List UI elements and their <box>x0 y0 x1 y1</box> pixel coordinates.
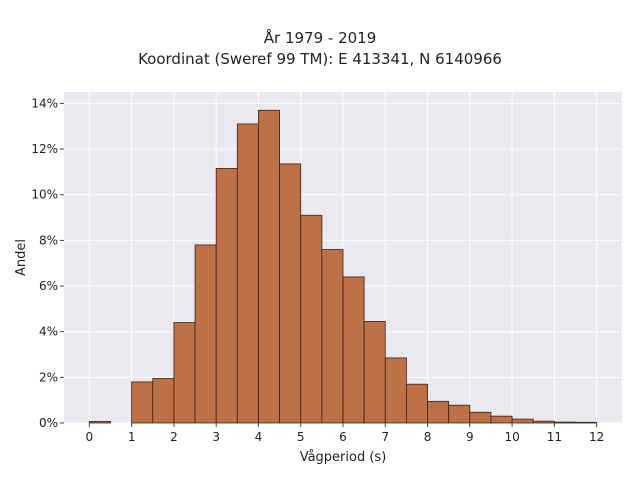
histogram-bar <box>532 420 555 424</box>
x-tick-label: 12 <box>589 430 604 444</box>
histogram-bar <box>300 214 323 424</box>
bars <box>88 109 598 424</box>
histogram-bar <box>427 400 450 424</box>
histogram-bar <box>363 321 386 424</box>
y-axis-ticks: 0% 2% 4% 6% 8% 10% 12% 14% <box>31 96 64 430</box>
x-tick-label: 2 <box>170 430 178 444</box>
y-tick-label: 0% <box>39 416 58 430</box>
chart-title-line-1: År 1979 - 2019 <box>263 29 377 47</box>
histogram-bar <box>490 415 513 424</box>
y-tick-label: 4% <box>39 325 58 339</box>
y-tick-label: 6% <box>39 279 58 293</box>
y-tick-label: 12% <box>31 142 58 156</box>
histogram-bar <box>553 421 576 424</box>
histogram-bar <box>406 383 428 424</box>
x-tick-label: 11 <box>547 430 562 444</box>
y-tick-label: 14% <box>31 96 58 110</box>
y-axis-label: Andel <box>14 239 29 276</box>
y-tick-label: 2% <box>39 370 58 384</box>
x-tick-label: 9 <box>466 430 474 444</box>
y-tick-label: 8% <box>39 233 58 247</box>
histogram-bar <box>469 411 492 424</box>
histogram-bar <box>152 378 175 424</box>
histogram-bar <box>448 404 471 424</box>
histogram-bar <box>88 421 111 424</box>
histogram-bar <box>131 381 154 424</box>
histogram-bar <box>575 421 598 424</box>
histogram-bar <box>342 276 365 424</box>
chart-title-line-2: Koordinat (Sweref 99 TM): E 413341, N 61… <box>138 50 502 68</box>
x-tick-label: 6 <box>339 430 347 444</box>
histogram-bar <box>258 109 280 424</box>
x-tick-label: 10 <box>504 430 519 444</box>
x-tick-label: 7 <box>381 430 389 444</box>
x-tick-label: 1 <box>128 430 136 444</box>
histogram-bar <box>215 168 238 424</box>
histogram-bar <box>321 249 344 424</box>
histogram-bar <box>173 322 196 424</box>
y-tick-label: 10% <box>31 188 58 202</box>
x-tick-label: 0 <box>86 430 94 444</box>
x-axis-ticks: 0 1 2 3 4 5 6 7 8 9 10 11 12 <box>86 423 604 444</box>
histogram-bar <box>194 244 217 424</box>
histogram-bar <box>279 163 302 424</box>
histogram-bar <box>384 357 407 424</box>
x-axis-label: Vågperiod (s) <box>300 450 387 465</box>
x-tick-label: 3 <box>212 430 220 444</box>
histogram-bar <box>236 123 259 424</box>
x-tick-label: 4 <box>255 430 263 444</box>
histogram-bar <box>511 418 534 424</box>
x-tick-label: 8 <box>424 430 432 444</box>
x-tick-label: 5 <box>297 430 305 444</box>
